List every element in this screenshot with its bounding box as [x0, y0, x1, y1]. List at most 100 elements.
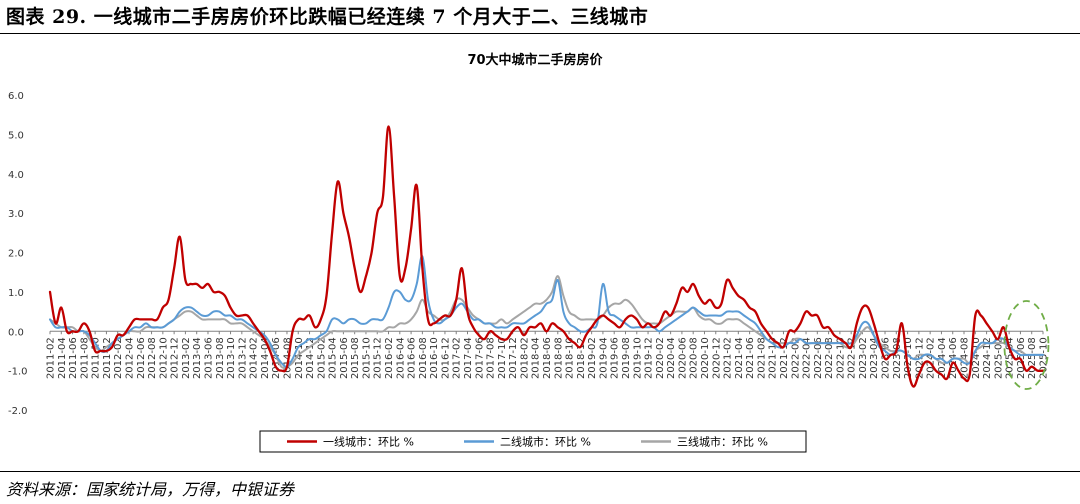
x-tick-label: 2011-10: [91, 337, 102, 379]
figure-title: 图表 29. 一线城市二手房房价环比跌幅已经连续 7 个月大于二、三线城市: [6, 6, 649, 28]
x-tick-label: 2019-08: [621, 337, 632, 379]
x-tick-label: 2016-08: [418, 337, 429, 379]
x-tick-label: 2023-04: [869, 337, 880, 379]
x-tick-label: 2013-02: [181, 337, 192, 379]
line-chart: 70大中城市二手房房价 -2.0 -1.0 0.0 1.0 2.0 3.0 4.0 5.0 6.…: [8, 52, 1050, 453]
chart-title: 70大中城市二手房房价: [467, 52, 603, 68]
x-tick-label: 2021-04: [734, 337, 745, 379]
y-tick-label: 3.0: [8, 209, 24, 220]
x-tick-label: 2017-08: [486, 337, 497, 379]
legend-label: 一线城市：环比 %: [323, 435, 414, 449]
legend-label: 二线城市：环比 %: [500, 435, 591, 449]
legend-label: 三线城市：环比 %: [677, 435, 768, 449]
x-tick-label: 2013-10: [226, 337, 237, 379]
x-tick-label: 2013-12: [237, 337, 248, 379]
x-tick-label: 2016-02: [384, 337, 395, 379]
x-tick-label: 2018-06: [542, 337, 553, 379]
x-tick-label: 2015-10: [361, 337, 372, 379]
x-tick-label: 2011-04: [57, 337, 68, 379]
x-tick-label: 2017-12: [508, 337, 519, 379]
x-tick-label: 2023-08: [892, 337, 903, 379]
x-tick-label: 2016-04: [395, 337, 406, 379]
x-tick-label: 2014-12: [305, 337, 316, 379]
x-tick-label: 2018-04: [531, 337, 542, 379]
x-tick-label: 2022-02: [790, 337, 801, 379]
x-tick-label: 2019-06: [610, 337, 621, 379]
title-rule: [0, 33, 1080, 34]
x-tick-label: 2012-10: [158, 337, 169, 379]
x-tick-label: 2021-08: [756, 337, 767, 379]
x-tick-label: 2011-02: [46, 337, 57, 379]
x-tick-label: 2017-02: [452, 337, 463, 379]
x-tick-label: 2018-10: [565, 337, 576, 379]
x-tick-label: 2012-04: [124, 337, 135, 379]
x-tick-label: 2016-10: [429, 337, 440, 379]
x-tick-label: 2012-06: [136, 337, 147, 379]
x-tick-label: 2024-08: [960, 337, 971, 379]
series-tier2-line: [49, 255, 1044, 368]
x-tick-label: 2025-02: [993, 337, 1004, 379]
x-tick-label: 2011-08: [79, 337, 90, 379]
legend-box: [259, 430, 807, 453]
x-tick-label: 2012-02: [113, 337, 124, 379]
x-tick-label: 2022-06: [813, 337, 824, 379]
x-tick-label: 2024-02: [926, 337, 937, 379]
x-tick-label: 2015-08: [350, 337, 361, 379]
x-tick-label: 2014-02: [249, 337, 260, 379]
y-tick-label: 2.0: [8, 249, 24, 260]
x-tick-label: 2022-08: [824, 337, 835, 379]
x-tick-label: 2016-06: [407, 337, 418, 379]
x-tick-label: 2011-12: [102, 337, 113, 379]
x-tick-label: 2012-12: [170, 337, 181, 379]
annotation-layer: [1003, 300, 1050, 390]
x-tick-label: 2025-10: [1039, 337, 1050, 379]
x-tick-label: 2013-08: [215, 337, 226, 379]
y-axis: -2.0 -1.0 0.0 1.0 2.0 3.0 4.0 5.0 6.0: [8, 91, 28, 417]
legend-item-tier3: 三线城市：环比 %: [641, 435, 768, 449]
x-tick-label: 2024-12: [982, 337, 993, 379]
x-tick-label: 2017-10: [497, 337, 508, 379]
x-tick-label: 2020-04: [666, 337, 677, 379]
x-tick-label: 2015-02: [316, 337, 327, 379]
series-tier1-line: [48, 125, 1045, 388]
y-tick-label: -1.0: [8, 367, 28, 378]
x-tick-label: 2021-06: [745, 337, 756, 379]
x-tick-label: 2020-02: [655, 337, 666, 379]
x-tick-label: 2019-12: [644, 337, 655, 379]
x-tick-label: 2020-12: [711, 337, 722, 379]
x-tick-label: 2020-08: [689, 337, 700, 379]
x-tick-label: 2016-12: [440, 337, 451, 379]
x-tick-label: 2021-12: [779, 337, 790, 379]
x-tick-label: 2018-02: [519, 337, 530, 379]
x-tick-label: 2022-04: [802, 337, 813, 379]
x-tick-label: 2014-10: [294, 337, 305, 379]
x-tick-label: 2015-12: [373, 337, 384, 379]
bottom-rule: [0, 471, 1080, 472]
legend: 一线城市：环比 % 二线城市：环比 % 三线城市：环比 %: [259, 430, 807, 453]
x-tick-label: 2014-04: [260, 337, 271, 379]
legend-item-tier2: 二线城市：环比 %: [464, 435, 591, 449]
x-tick-label: 2020-06: [677, 337, 688, 379]
x-tick-label: 2012-08: [147, 337, 158, 379]
x-tick-label: 2021-02: [723, 337, 734, 379]
x-tick-label: 2015-04: [328, 337, 339, 379]
y-tick-label: -2.0: [8, 406, 28, 417]
source-note: 资料来源：国家统计局，万得，中银证券: [6, 480, 295, 499]
x-tick-label: 2023-10: [903, 337, 914, 379]
x-tick-label: 2024-04: [937, 337, 948, 379]
y-tick-label: 6.0: [8, 91, 24, 102]
x-tick-label: 2013-06: [203, 337, 214, 379]
x-tick-label: 2019-02: [587, 337, 598, 379]
x-tick-label: 2022-10: [835, 337, 846, 379]
series-layer: [48, 125, 1045, 388]
x-tick-label: 2017-06: [474, 337, 485, 379]
x-tick-label: 2022-12: [847, 337, 858, 379]
y-tick-label: 1.0: [8, 288, 24, 299]
highlight-ellipse: [1003, 300, 1050, 390]
x-tick-label: 2018-08: [553, 337, 564, 379]
legend-item-tier1: 一线城市：环比 %: [287, 435, 414, 449]
x-tick-label: 2019-04: [598, 337, 609, 379]
x-tick-label: 2018-12: [576, 337, 587, 379]
x-tick-label: 2025-04: [1005, 337, 1016, 379]
x-tick-label: 2024-10: [971, 337, 982, 379]
